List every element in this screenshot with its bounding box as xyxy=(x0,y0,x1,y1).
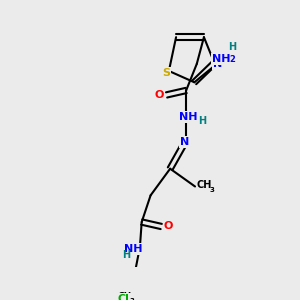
Text: CH: CH xyxy=(197,180,212,190)
Text: H: H xyxy=(122,250,130,260)
Text: O: O xyxy=(164,221,173,232)
Text: H: H xyxy=(228,42,236,52)
Text: NH: NH xyxy=(212,54,230,64)
Text: Cl: Cl xyxy=(118,294,130,300)
Text: N: N xyxy=(213,59,223,69)
Text: O: O xyxy=(155,90,164,100)
Text: CH: CH xyxy=(118,292,132,300)
Text: NH: NH xyxy=(179,112,197,122)
Text: 3: 3 xyxy=(130,298,134,300)
Text: 3: 3 xyxy=(209,187,214,193)
Text: NH: NH xyxy=(124,244,142,254)
Text: 2: 2 xyxy=(229,55,235,64)
Text: N: N xyxy=(180,137,189,147)
Text: H: H xyxy=(198,116,206,126)
Text: S: S xyxy=(162,68,170,78)
